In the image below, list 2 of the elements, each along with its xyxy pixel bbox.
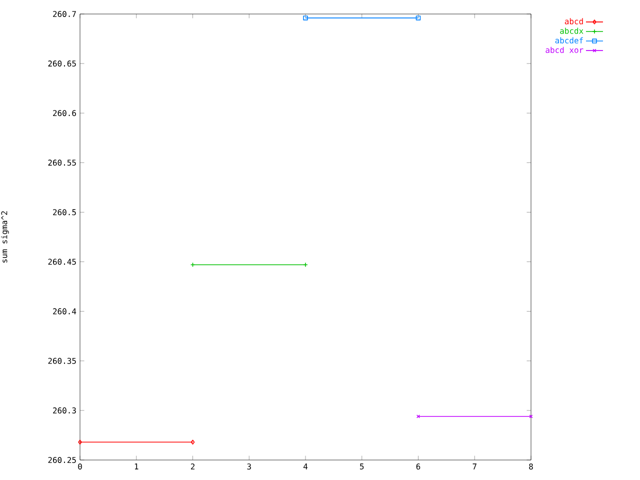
- point: [303, 16, 308, 20]
- point: [416, 16, 421, 20]
